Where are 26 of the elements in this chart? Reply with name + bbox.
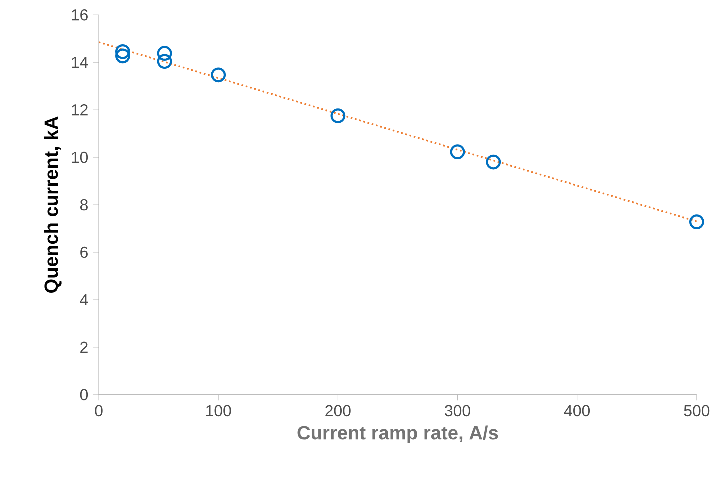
y-tick-label: 6: [80, 246, 88, 258]
y-tick-label: 4: [80, 294, 88, 306]
point: [330, 108, 346, 124]
x-tick-label: 0: [95, 405, 103, 417]
point: [157, 54, 172, 70]
x-axis-title: Current ramp rate, A/s: [298, 426, 498, 444]
y-tick-label: 12: [72, 104, 88, 116]
y-tick-label: 10: [72, 152, 88, 164]
x-tick-label: 300: [445, 405, 470, 417]
point: [211, 68, 226, 83]
point: [689, 214, 704, 230]
point: [486, 154, 502, 170]
y-tick-label: 14: [72, 57, 88, 68]
x-tick-label: 400: [564, 405, 590, 417]
y-axis-title: Quench current, kA: [44, 116, 62, 293]
y-tick-label: 16: [72, 9, 88, 21]
point: [115, 44, 130, 60]
y-tick-label: 0: [80, 389, 88, 401]
x-tick-label: 200: [326, 405, 351, 417]
point: [115, 48, 130, 64]
x-tick-label: 500: [684, 405, 710, 417]
point: [157, 46, 172, 62]
point: [450, 144, 466, 160]
y-tick-label: 2: [80, 342, 88, 354]
y-tick-label: 8: [80, 199, 88, 211]
x-tick-label: 100: [206, 405, 232, 417]
